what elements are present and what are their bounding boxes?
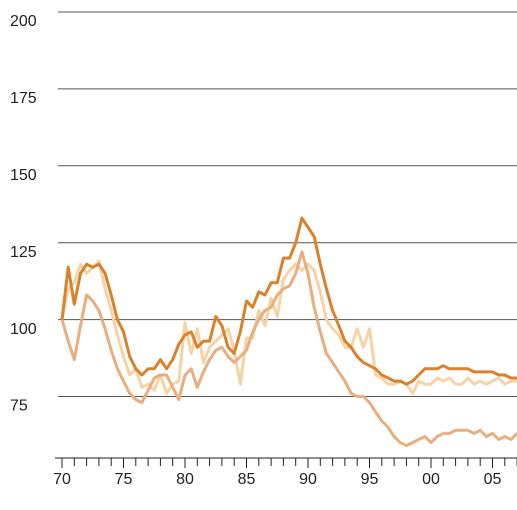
x-tick-label: 05 — [484, 471, 502, 488]
y-tick-label: 150 — [10, 167, 37, 184]
y-tick-label: 75 — [10, 398, 28, 415]
x-tick-label: 00 — [422, 471, 440, 488]
y-tick-label: 125 — [10, 244, 37, 261]
y-tick-label: 100 — [10, 321, 37, 338]
x-tick-label: 80 — [176, 471, 194, 488]
y-tick-label: 200 — [10, 13, 37, 30]
line-series — [60, 250, 517, 448]
line-series — [60, 216, 517, 386]
x-tick-label: 90 — [299, 471, 317, 488]
x-tick-label: 75 — [115, 471, 133, 488]
x-tick-label: 95 — [361, 471, 379, 488]
line-series — [60, 259, 517, 395]
y-tick-label: 175 — [10, 90, 37, 107]
x-tick-label: 85 — [238, 471, 256, 488]
x-tick-label: 70 — [53, 471, 71, 488]
